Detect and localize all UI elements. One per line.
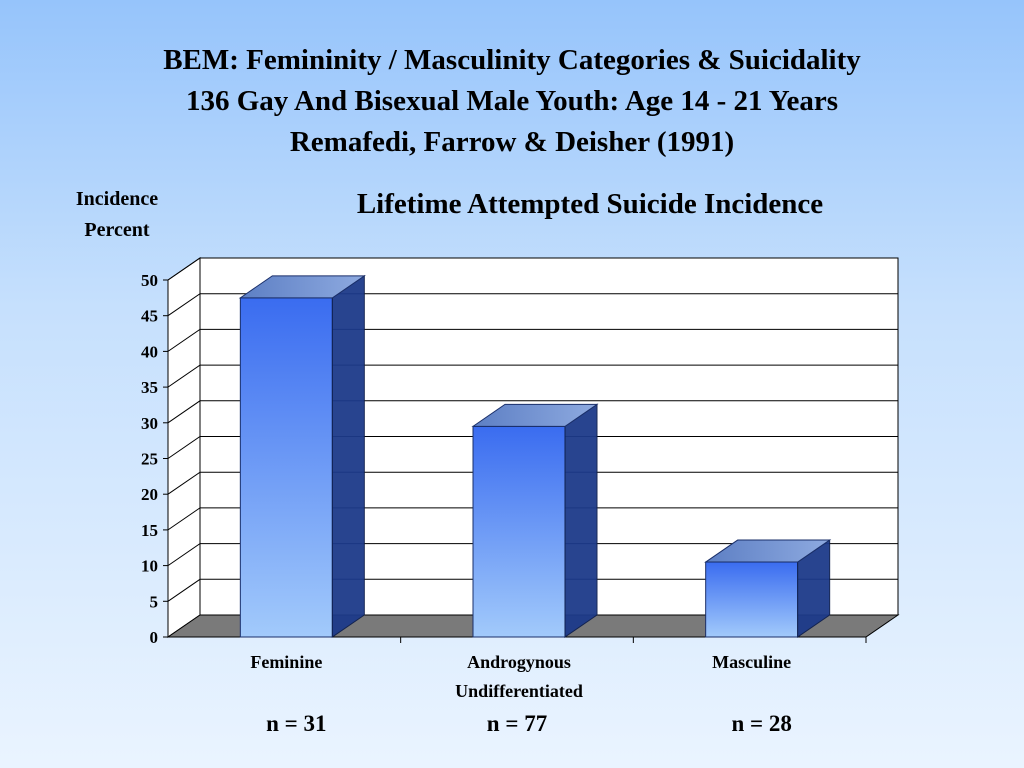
slide-title: BEM: Femininity / Masculinity Categories… [0, 40, 1024, 163]
slide-title-line-3: Remafedi, Farrow & Deisher (1991) [289, 126, 735, 158]
bar-3-front [705, 561, 799, 638]
gridline [167, 436, 898, 459]
y-tick-label: 35 [141, 378, 158, 397]
y-tick-label: 25 [141, 450, 158, 469]
y-tick-label: 10 [141, 557, 158, 576]
y-tick-label: 40 [141, 342, 158, 361]
bar-2-front [472, 425, 566, 638]
gridline [167, 364, 898, 388]
y-tick-label: 50 [141, 271, 158, 290]
y-axis-label: Incidence Percent [52, 184, 182, 246]
gridline [167, 543, 898, 567]
sample-size-label: n = 77 [487, 711, 547, 736]
gridline [167, 328, 898, 352]
sample-size-label: n = 28 [731, 711, 791, 736]
gridline [167, 257, 898, 281]
sample-size-label: n = 31 [266, 711, 326, 736]
y-tick-label: 45 [141, 307, 158, 326]
y-tick-label: 5 [150, 592, 159, 611]
bar-1-side [331, 274, 365, 638]
x-category-label: Masculine [712, 652, 791, 672]
y-tick-label: 15 [141, 521, 158, 540]
bar-1-top [238, 275, 366, 299]
chart-title: Lifetime Attempted Suicide Incidence [356, 188, 824, 220]
gridline [167, 400, 898, 424]
bar-3-top [704, 539, 832, 563]
x-category-label: Feminine [250, 652, 322, 672]
gridline [167, 507, 898, 531]
y-tick-label: 20 [141, 485, 158, 504]
bar-1-front [239, 297, 333, 638]
y-axis-label-line-1: Incidence [75, 188, 159, 210]
gridline [167, 293, 898, 317]
slide-title-line-1: BEM: Femininity / Masculinity Categories… [163, 44, 861, 76]
gridline [167, 471, 898, 495]
x-category-label: Undifferentiated [455, 681, 583, 701]
y-tick-label: 30 [141, 414, 158, 433]
y-axis-label-line-2: Percent [84, 219, 150, 241]
y-tick-label: 0 [150, 628, 159, 647]
bar-2-side [564, 403, 598, 638]
x-category-label: Androgynous [467, 652, 571, 672]
plot-area: 0 5 10 15 20 25 30 35 40 45 50 Feminine n = 31 Androg… [141, 257, 900, 736]
bar-2-top [471, 403, 599, 427]
slide-title-line-2: 136 Gay And Bisexual Male Youth: Age 14 … [186, 85, 838, 117]
gridline [167, 578, 898, 602]
